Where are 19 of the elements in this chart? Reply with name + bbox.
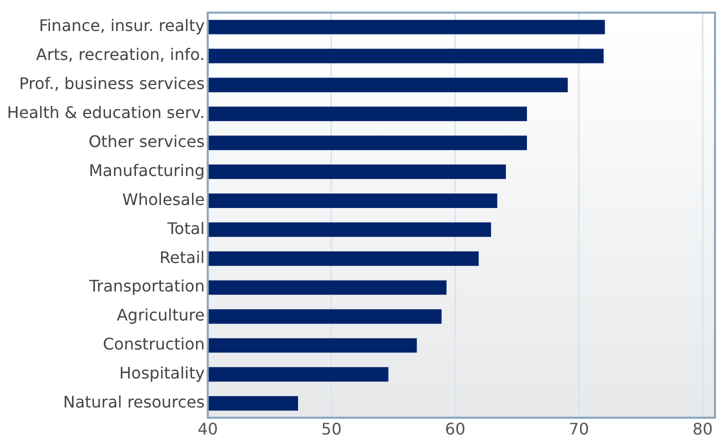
y-tick-label: Finance, insur. realty <box>38 16 205 36</box>
y-tick-label: Other services <box>88 132 205 151</box>
y-tick-label: Construction <box>102 334 205 354</box>
y-tick-label: Health & education serv. <box>7 103 205 122</box>
y-tick-label: Arts, recreation, info. <box>36 45 205 64</box>
y-tick-label: Manufacturing <box>88 160 205 180</box>
y-tick-label: Total <box>166 218 205 238</box>
x-tick-label: 50 <box>321 420 342 439</box>
y-tick-label: Natural resources <box>63 392 205 412</box>
y-tick-label: Wholesale <box>122 190 205 209</box>
y-tick-label: Retail <box>160 248 205 267</box>
x-tick-label: 80 <box>692 420 713 439</box>
y-tick-label: Transportation <box>88 276 205 296</box>
y-tick-label: Agriculture <box>116 306 205 325</box>
y-tick-label: Hospitality <box>119 364 205 383</box>
y-tick-label: Prof., business services <box>19 74 205 94</box>
x-tick-label: 40 <box>198 420 218 439</box>
x-tick-label: 60 <box>445 420 466 439</box>
x-tick-label: 70 <box>568 420 590 439</box>
